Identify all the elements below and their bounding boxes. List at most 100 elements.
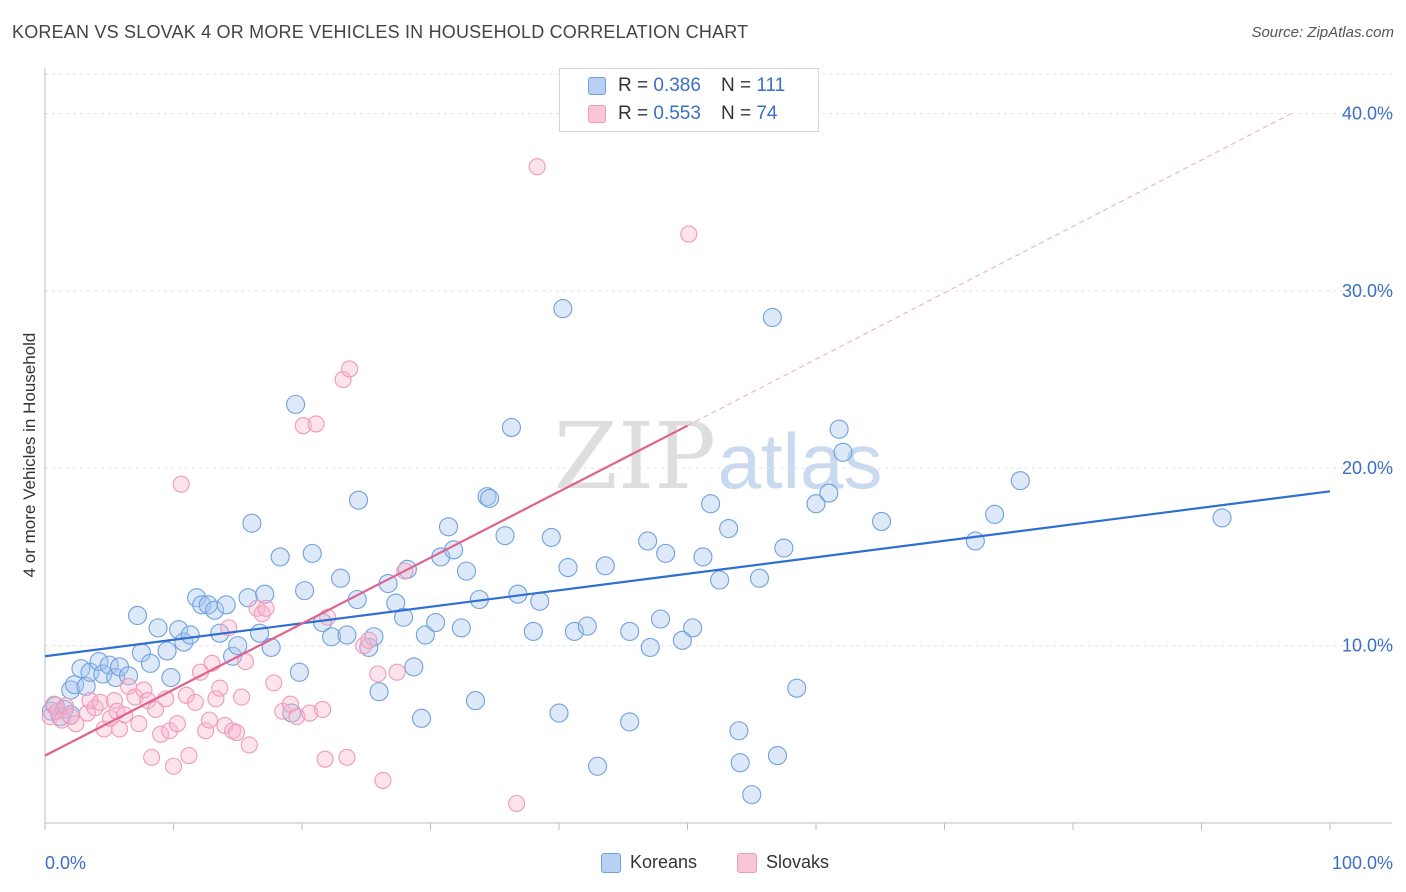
slovak-trend-extension xyxy=(687,113,1292,427)
watermark-zip: ZIP xyxy=(554,403,716,510)
slovak-point xyxy=(374,771,392,789)
slovak-point xyxy=(508,794,526,813)
x-tick-labels: 0.0% 100.0% xyxy=(45,853,1393,873)
slovak-point xyxy=(105,692,123,710)
korean-point xyxy=(833,442,853,462)
korean-point xyxy=(61,680,81,700)
korean-points xyxy=(41,299,1232,805)
korean-point xyxy=(148,618,168,638)
slovak-point xyxy=(314,700,332,719)
korean-point xyxy=(806,494,826,514)
x-tick-label-min: 0.0% xyxy=(45,853,86,873)
slovak-point xyxy=(53,711,71,729)
slovaks-legend-swatch xyxy=(737,852,757,873)
korean-point xyxy=(286,394,306,414)
koreans-n-value: 111 xyxy=(756,75,786,96)
korean-point xyxy=(1010,471,1030,491)
korean-point xyxy=(289,662,309,682)
slovak-point xyxy=(257,599,275,617)
slovak-point xyxy=(57,697,75,715)
korean-point xyxy=(819,483,839,503)
slovak-point xyxy=(248,599,266,617)
korean-point xyxy=(348,490,369,510)
korean-point xyxy=(270,547,290,567)
koreans-n-label: N = xyxy=(720,75,752,96)
korean-point xyxy=(322,627,342,647)
slovak-point xyxy=(143,748,161,766)
korean-point xyxy=(774,538,794,558)
korean-point xyxy=(426,613,446,633)
korean-point xyxy=(76,676,96,696)
korean-point xyxy=(767,746,788,766)
series-legend: Koreans Slovaks xyxy=(0,852,1406,878)
slovaks-n-label: N = xyxy=(720,103,752,124)
korean-point xyxy=(587,756,608,776)
korean-point xyxy=(672,630,692,650)
korean-point xyxy=(620,621,640,641)
legend-item-koreans[interactable]: Koreans xyxy=(601,852,697,873)
slovak-point xyxy=(207,690,225,708)
slovaks-swatch xyxy=(588,105,606,123)
slovaks-r-value: 0.553 xyxy=(653,103,701,124)
slovak-point xyxy=(265,674,283,692)
korean-point xyxy=(640,637,660,657)
slovaks-n-value: 74 xyxy=(756,103,778,124)
korean-point xyxy=(749,568,770,588)
koreans-r-value: 0.386 xyxy=(653,75,701,96)
korean-point xyxy=(161,667,181,688)
slovak-point xyxy=(126,688,144,706)
korean-point xyxy=(205,600,225,620)
slovak-point xyxy=(186,693,204,711)
slovak-point xyxy=(340,360,359,378)
slovaks-r-label: R = xyxy=(618,103,649,124)
korean-point xyxy=(595,556,615,576)
korean-point xyxy=(553,299,573,319)
korean-point xyxy=(192,595,212,615)
korean-point xyxy=(965,531,985,551)
korean-point xyxy=(456,561,477,581)
korean-point xyxy=(465,691,486,711)
korean-point xyxy=(302,543,322,563)
slovak-trend-line xyxy=(44,424,689,757)
koreans-legend-label: Koreans xyxy=(630,852,698,872)
gridlines xyxy=(45,73,1392,647)
korean-point xyxy=(261,637,281,657)
korean-point xyxy=(480,488,500,508)
slovak-point xyxy=(288,708,306,726)
slovak-point xyxy=(301,704,319,722)
slovak-point xyxy=(360,631,378,649)
chart-title: KOREAN VS SLOVAK 4 OR MORE VEHICLES IN H… xyxy=(12,22,749,42)
legend-item-slovaks[interactable]: Slovaks xyxy=(737,852,829,873)
slovak-point xyxy=(680,225,698,243)
slovak-point xyxy=(172,475,190,493)
slovak-point xyxy=(135,681,153,699)
korean-point xyxy=(295,581,315,601)
korean-point xyxy=(369,682,389,702)
korean-point xyxy=(411,708,432,728)
korean-point xyxy=(404,657,424,677)
korean-point xyxy=(157,641,177,661)
x-tick-label-max: 100.0% xyxy=(1332,853,1393,873)
korean-point xyxy=(330,568,351,588)
slovak-point xyxy=(369,665,387,683)
korean-point xyxy=(762,307,782,328)
korean-point xyxy=(523,621,543,641)
koreans-r-label: R = xyxy=(618,75,649,96)
trend-lines xyxy=(44,113,1331,757)
slovak-point xyxy=(211,679,229,697)
koreans-legend-swatch xyxy=(601,852,621,873)
korean-point xyxy=(127,605,148,626)
korean-point xyxy=(393,607,414,627)
y-tick-label: 40.0% xyxy=(1342,103,1393,123)
stats-legend: R = 0.386 N = 111 R = 0.553 N = 74 xyxy=(559,68,819,132)
slovaks-legend-label: Slovaks xyxy=(766,852,830,872)
korean-point xyxy=(730,753,750,773)
y-tick-label: 10.0% xyxy=(1342,636,1393,656)
korean-point xyxy=(742,785,762,805)
korean-point xyxy=(729,721,749,741)
y-tick-label: 30.0% xyxy=(1342,281,1393,301)
slovak-point xyxy=(168,715,186,733)
korean-point xyxy=(415,625,435,645)
y-tick-label: 20.0% xyxy=(1342,458,1393,478)
korean-point xyxy=(710,570,730,590)
